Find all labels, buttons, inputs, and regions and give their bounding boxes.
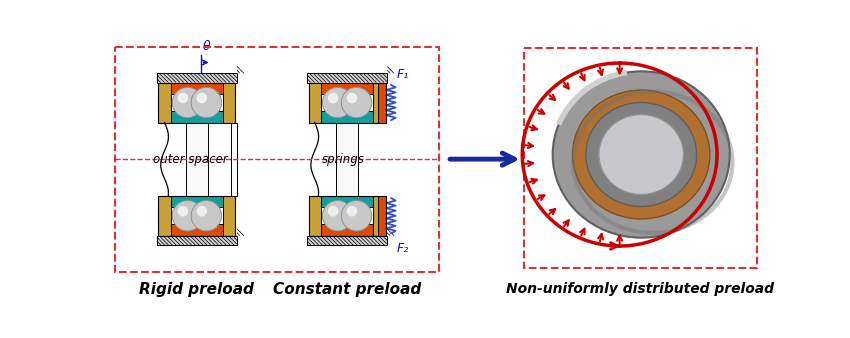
Bar bbox=[321, 196, 373, 207]
Bar bbox=[378, 82, 386, 123]
Bar bbox=[223, 82, 235, 123]
Circle shape bbox=[347, 206, 357, 217]
Bar bbox=[307, 236, 387, 245]
Bar bbox=[171, 111, 223, 123]
Bar bbox=[158, 82, 171, 123]
Bar bbox=[321, 111, 373, 123]
Bar bbox=[373, 82, 378, 123]
Text: θ: θ bbox=[202, 40, 210, 53]
Bar bbox=[321, 94, 373, 111]
Text: Non-uniformly distributed preload: Non-uniformly distributed preload bbox=[507, 282, 774, 296]
Bar bbox=[158, 82, 235, 123]
Ellipse shape bbox=[552, 71, 730, 238]
Bar bbox=[158, 196, 235, 236]
Circle shape bbox=[173, 200, 202, 231]
Bar bbox=[309, 82, 321, 123]
Circle shape bbox=[342, 87, 371, 118]
Bar bbox=[223, 196, 235, 236]
Bar bbox=[171, 207, 223, 224]
Bar bbox=[115, 47, 439, 271]
Bar bbox=[337, 123, 358, 196]
Bar bbox=[378, 196, 386, 236]
Text: Rigid preload: Rigid preload bbox=[139, 282, 254, 297]
Circle shape bbox=[342, 200, 371, 231]
Text: springs: springs bbox=[322, 153, 365, 166]
Bar bbox=[171, 224, 223, 236]
Circle shape bbox=[328, 206, 338, 217]
Bar bbox=[309, 196, 321, 236]
Ellipse shape bbox=[586, 102, 696, 207]
Text: F₁: F₁ bbox=[396, 68, 409, 81]
Bar bbox=[157, 73, 237, 82]
Circle shape bbox=[347, 93, 357, 103]
Circle shape bbox=[196, 93, 207, 103]
Text: outer spacer: outer spacer bbox=[153, 153, 228, 166]
Bar bbox=[321, 207, 373, 224]
Circle shape bbox=[173, 87, 202, 118]
Circle shape bbox=[191, 87, 222, 118]
Bar bbox=[231, 123, 237, 196]
Bar bbox=[307, 73, 387, 82]
Bar bbox=[186, 123, 207, 196]
Bar bbox=[158, 196, 171, 236]
Bar bbox=[171, 196, 223, 207]
Circle shape bbox=[191, 200, 222, 231]
Bar bbox=[524, 48, 756, 268]
Circle shape bbox=[322, 87, 353, 118]
Circle shape bbox=[196, 206, 207, 217]
Text: F₂: F₂ bbox=[396, 242, 409, 255]
Circle shape bbox=[178, 206, 188, 217]
Bar bbox=[321, 82, 373, 94]
Text: Constant preload: Constant preload bbox=[273, 282, 422, 297]
Bar bbox=[309, 196, 386, 236]
Bar bbox=[157, 236, 237, 245]
Circle shape bbox=[322, 200, 353, 231]
Bar bbox=[171, 82, 223, 94]
Bar bbox=[171, 94, 223, 111]
Ellipse shape bbox=[599, 115, 683, 195]
Bar bbox=[321, 224, 373, 236]
Bar bbox=[309, 82, 386, 123]
Bar bbox=[373, 196, 378, 236]
Ellipse shape bbox=[573, 90, 710, 219]
Circle shape bbox=[178, 93, 188, 103]
Circle shape bbox=[328, 93, 338, 103]
